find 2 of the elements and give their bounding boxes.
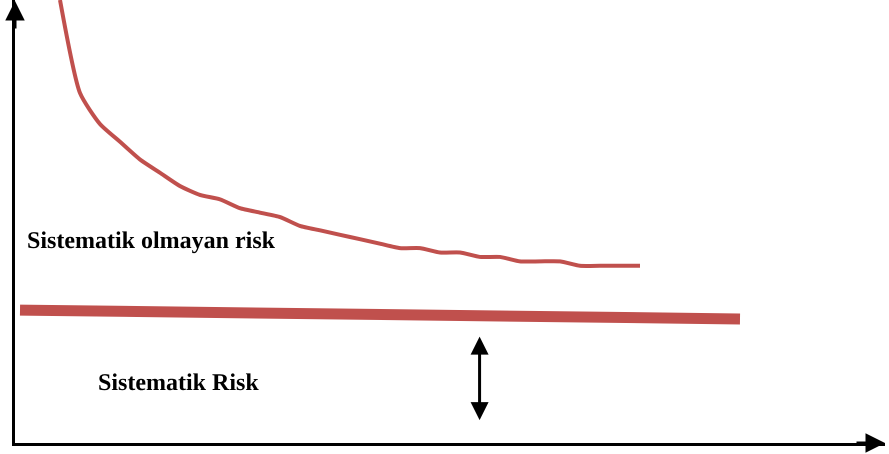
annotation: Sistematik olmayan risk [27, 228, 276, 254]
annotation: Sistematik Risk [98, 370, 260, 396]
